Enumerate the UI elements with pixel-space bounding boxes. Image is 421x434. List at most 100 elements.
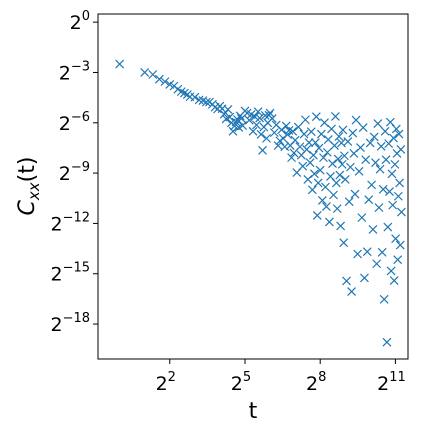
data-point-marker	[340, 175, 350, 184]
data-point-marker	[316, 129, 326, 139]
data-point-marker	[383, 222, 393, 232]
data-point-marker	[376, 141, 386, 151]
data-point-marker	[351, 115, 361, 125]
data-point-marker	[360, 273, 369, 283]
data-point-marker	[248, 126, 258, 136]
data-point-marker	[389, 133, 398, 143]
data-point-marker	[353, 249, 363, 259]
data-point-marker	[322, 147, 332, 157]
data-point-marker	[382, 337, 392, 347]
data-point-marker	[280, 142, 290, 152]
data-point-marker	[368, 225, 378, 234]
data-point-marker	[390, 159, 400, 169]
data-point-marker	[317, 196, 327, 205]
data-point-marker	[327, 124, 336, 134]
data-point-marker	[269, 128, 279, 138]
x-tick-label: 25	[231, 370, 251, 395]
data-point-marker	[345, 162, 355, 172]
data-point-marker	[298, 161, 308, 171]
y-tick-label: 2−18	[50, 311, 90, 336]
data-point-marker	[265, 108, 275, 118]
y-tick-label: 20	[70, 9, 90, 34]
data-point-marker	[333, 154, 343, 164]
data-point-marker	[223, 105, 233, 114]
data-point-marker	[314, 143, 324, 153]
data-point-marker	[321, 202, 331, 211]
data-point-marker	[391, 234, 401, 244]
data-point-marker	[393, 191, 403, 201]
data-point-marker	[380, 126, 390, 136]
data-point-marker	[348, 128, 358, 138]
data-point-marker	[365, 138, 375, 148]
data-point-marker	[324, 217, 334, 227]
data-point-marker	[369, 132, 379, 142]
data-point-marker	[306, 127, 316, 137]
data-point-marker	[287, 153, 296, 163]
data-point-marker	[307, 185, 317, 195]
data-point-marker	[339, 151, 349, 161]
y-tick-label: 2−12	[50, 210, 90, 235]
y-tick-label: 2−3	[59, 59, 90, 84]
y-axis-label-subscript: xx	[25, 182, 43, 201]
plot-frame	[97, 13, 409, 360]
data-point-marker	[115, 59, 125, 69]
data-point-marker	[347, 287, 357, 296]
data-point-marker	[258, 145, 267, 155]
data-point-marker	[377, 247, 387, 257]
data-point-marker	[313, 178, 323, 188]
data-point-marker	[299, 129, 309, 139]
data-point-marker	[311, 112, 321, 122]
data-point-marker	[330, 141, 339, 150]
data-point-marker	[339, 238, 349, 248]
data-points	[115, 59, 406, 347]
data-point-marker	[394, 129, 404, 139]
data-point-marker	[250, 112, 260, 122]
data-point-marker	[374, 203, 384, 212]
data-point-marker	[389, 276, 399, 286]
data-point-marker	[385, 187, 394, 197]
data-point-marker	[379, 294, 389, 304]
data-point-marker	[381, 155, 391, 165]
data-point-marker	[255, 113, 265, 123]
data-point-marker	[378, 184, 388, 194]
data-point-marker	[372, 259, 382, 269]
data-point-marker	[290, 135, 300, 145]
data-point-marker	[387, 169, 397, 179]
data-point-marker	[201, 97, 211, 107]
data-point-marker	[281, 121, 291, 131]
data-point-marker	[160, 77, 170, 87]
data-point-marker	[358, 123, 368, 133]
y-tick-label: 2−6	[59, 110, 90, 135]
data-point-marker	[354, 166, 364, 176]
y-axis-ticks: 20 2−3 2−6 2−9 2−12 2−15 2−18	[50, 9, 98, 336]
data-point-marker	[338, 125, 348, 135]
data-point-marker	[331, 112, 340, 121]
data-point-marker	[140, 68, 150, 77]
data-point-marker	[154, 74, 164, 84]
data-point-marker	[373, 119, 383, 129]
data-point-marker	[393, 255, 403, 265]
y-axis-label: Cxx(t)	[15, 157, 43, 216]
x-axis-ticks: 22 25 28 211	[156, 359, 406, 395]
data-point-marker	[342, 276, 351, 286]
data-point-marker	[356, 143, 365, 153]
x-tick-label: 22	[156, 370, 176, 395]
data-point-marker	[335, 170, 345, 180]
data-point-marker	[329, 190, 338, 200]
data-point-marker	[331, 178, 341, 188]
data-point-marker	[336, 221, 346, 231]
data-point-marker	[228, 126, 238, 136]
data-point-marker	[244, 115, 254, 125]
data-point-marker	[367, 180, 377, 190]
data-point-marker	[350, 189, 360, 199]
data-point-marker	[328, 159, 337, 168]
data-point-marker	[332, 204, 342, 214]
data-point-marker	[315, 165, 325, 175]
data-point-marker	[260, 110, 270, 120]
data-point-marker	[310, 138, 320, 147]
data-point-marker	[256, 129, 266, 139]
x-tick-label: 211	[377, 370, 406, 395]
y-tick-label: 2−15	[50, 261, 90, 286]
data-point-marker	[231, 117, 241, 127]
data-point-marker	[320, 118, 329, 128]
